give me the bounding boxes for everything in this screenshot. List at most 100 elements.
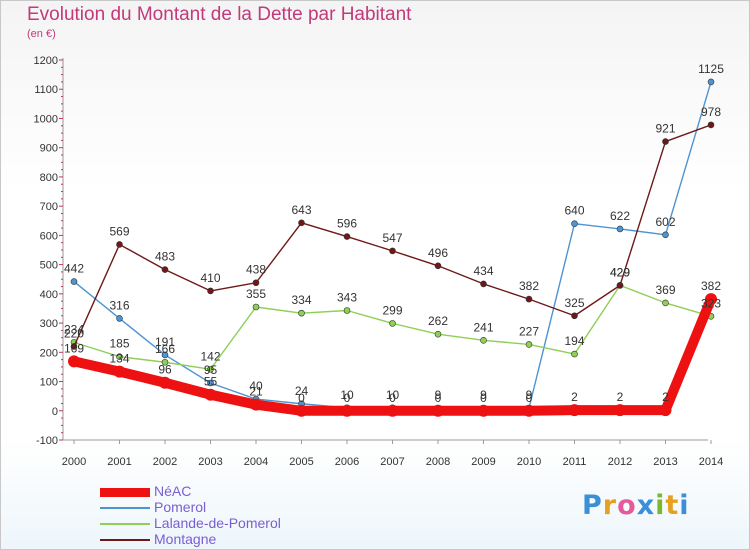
- data-label: 0: [480, 391, 487, 405]
- data-label: 9: [435, 388, 442, 402]
- data-label: 227: [519, 324, 539, 338]
- legend-label: NéAC: [154, 483, 192, 499]
- data-label: 40: [249, 379, 263, 393]
- y-tick-label: 400: [40, 289, 58, 301]
- data-label: 0: [389, 391, 396, 405]
- series-point-2: [389, 320, 396, 327]
- logo-letter: r: [602, 490, 618, 521]
- logo-letter: i: [655, 490, 666, 521]
- x-tick-label: 2000: [62, 456, 86, 468]
- data-label: 95: [204, 363, 218, 377]
- x-tick-label: 2007: [380, 456, 404, 468]
- data-label: 55: [204, 375, 218, 389]
- x-tick-label: 2014: [699, 456, 723, 468]
- series-point-2: [161, 358, 169, 366]
- data-label: 596: [337, 217, 357, 231]
- data-label: 185: [109, 337, 129, 351]
- logo-letter: i: [679, 490, 690, 521]
- series-point-2: [252, 303, 260, 311]
- data-label: 0: [526, 391, 533, 405]
- data-label: 547: [382, 231, 402, 245]
- series-point-1: [662, 231, 669, 239]
- logo-letter: x: [636, 490, 656, 521]
- data-label: 622: [610, 209, 630, 223]
- series-point-0: [295, 404, 308, 417]
- legend-swatch: [100, 507, 150, 509]
- x-tick-label: 2010: [517, 456, 541, 468]
- data-label: 355: [246, 287, 266, 301]
- chart-unit: (en €): [27, 28, 56, 40]
- series-point-3: [161, 266, 169, 273]
- data-label: 0: [435, 391, 442, 405]
- series-point-1: [571, 220, 578, 227]
- series-point-0: [477, 404, 490, 417]
- x-tick-label: 2002: [153, 456, 177, 468]
- series-point-3: [389, 247, 396, 255]
- data-label: 2: [617, 390, 624, 404]
- series-point-3: [207, 287, 214, 295]
- data-label: 921: [655, 122, 675, 136]
- data-label: 191: [155, 335, 175, 349]
- legend-swatch: [100, 539, 150, 541]
- data-label: 323: [701, 296, 721, 310]
- series-point-3: [70, 343, 78, 350]
- x-tick-label: 2009: [471, 456, 495, 468]
- x-tick-label: 2013: [653, 456, 677, 468]
- chart-title: Evolution du Montant de la Dette par Hab…: [27, 4, 412, 25]
- series-point-0: [614, 404, 626, 417]
- series-point-2: [298, 309, 305, 317]
- proxiti-logo: Proxiti: [582, 490, 690, 521]
- data-label: 410: [200, 271, 220, 285]
- series-point-0: [386, 404, 399, 417]
- series-point-3: [662, 138, 669, 145]
- logo-letter: t: [665, 490, 680, 521]
- data-label: 262: [428, 314, 448, 328]
- data-label: 429: [610, 265, 630, 279]
- data-label: 316: [109, 298, 129, 312]
- x-tick-label: 2001: [107, 456, 131, 468]
- y-tick-label: 600: [40, 230, 58, 242]
- data-label: 643: [291, 203, 311, 217]
- y-tick-label: 700: [40, 201, 58, 213]
- data-label: 234: [64, 322, 84, 336]
- y-tick-label: 800: [40, 172, 58, 184]
- data-label: 169: [64, 341, 84, 355]
- series-line-1: [73, 81, 712, 409]
- y-tick-label: 0: [52, 406, 58, 418]
- series-point-2: [434, 330, 442, 338]
- series-point-2: [571, 350, 578, 358]
- series-point-0: [341, 404, 353, 417]
- data-label: 10: [386, 388, 400, 402]
- series-point-3: [707, 121, 715, 129]
- series-point-2: [480, 337, 487, 344]
- series-point-1: [207, 379, 214, 387]
- series-point-3: [116, 241, 123, 248]
- x-tick-label: 2006: [335, 456, 359, 468]
- data-label: 2: [571, 390, 578, 404]
- series-point-0: [68, 355, 80, 368]
- series-point-3: [343, 233, 351, 240]
- series-point-1: [116, 315, 123, 322]
- series-point-2: [207, 365, 214, 373]
- data-label: 429: [610, 265, 630, 279]
- series-point-0: [523, 404, 535, 417]
- data-label: 241: [473, 320, 493, 334]
- y-tick-label: 1200: [34, 55, 58, 67]
- data-label: 334: [291, 293, 311, 307]
- series-point-0: [659, 404, 672, 417]
- series-point-0: [204, 388, 217, 401]
- data-label: 21: [249, 385, 263, 399]
- series-point-3: [571, 312, 578, 320]
- data-label: 438: [246, 263, 266, 277]
- x-tick-label: 2012: [608, 456, 632, 468]
- data-label: 369: [655, 283, 675, 297]
- y-tick-label: 300: [40, 318, 58, 330]
- series-point-3: [252, 279, 260, 287]
- series-point-0: [705, 293, 717, 306]
- series-point-2: [116, 353, 123, 360]
- data-label: 96: [158, 363, 172, 377]
- data-label: 569: [109, 224, 129, 238]
- series-point-3: [298, 219, 305, 227]
- data-label: 496: [428, 246, 448, 260]
